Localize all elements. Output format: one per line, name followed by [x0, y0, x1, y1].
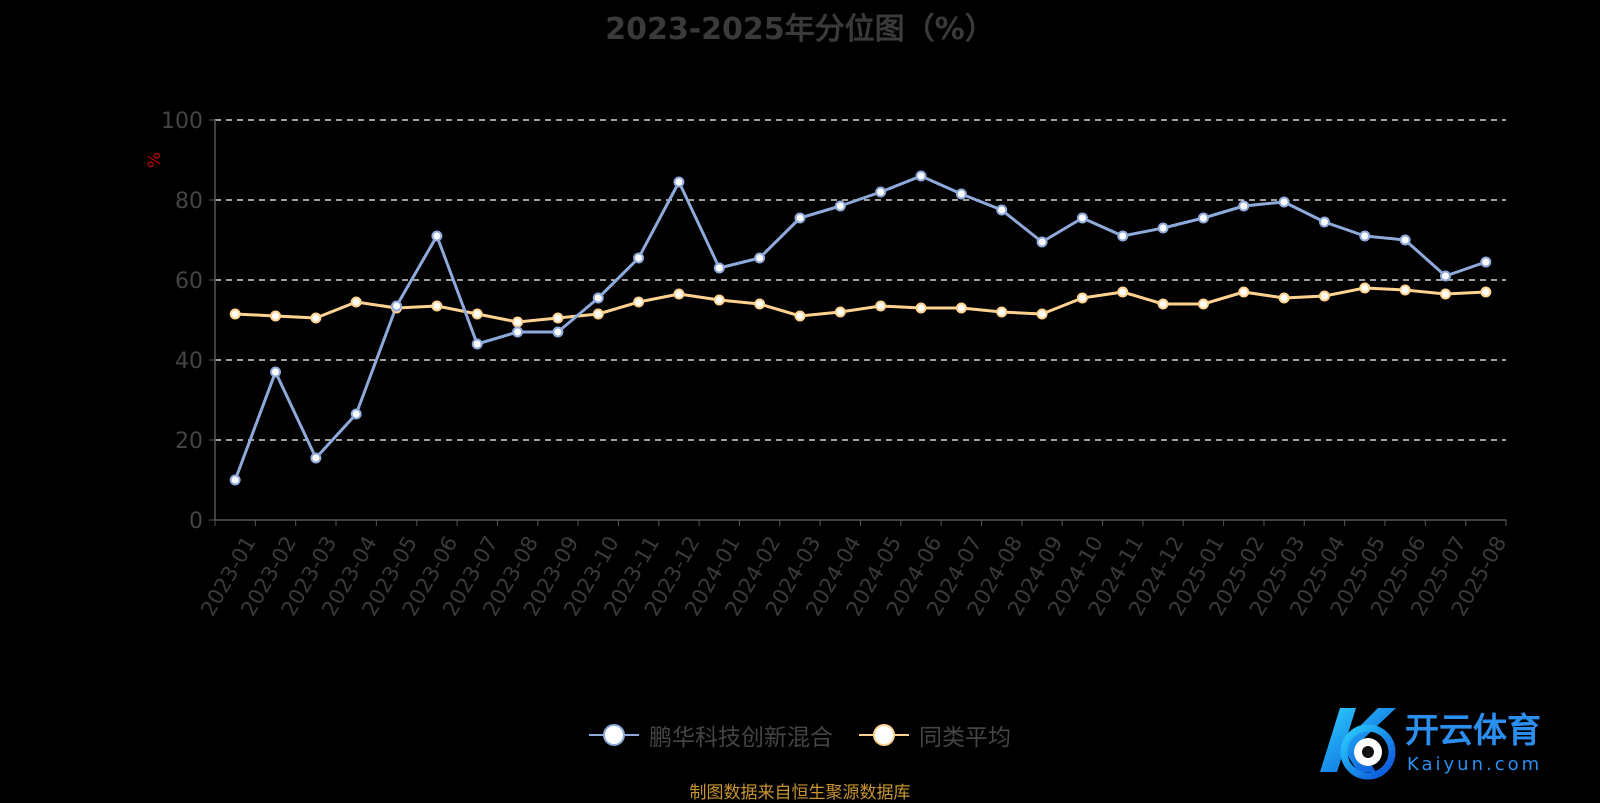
- legend-item-series-2[interactable]: 同类平均: [859, 718, 1011, 752]
- data-point-series-2[interactable]: [1197, 298, 1209, 310]
- data-point-series-1[interactable]: [471, 338, 483, 350]
- data-point-series-2[interactable]: [1399, 284, 1411, 296]
- data-point-series-1[interactable]: [754, 252, 766, 264]
- legend-label-series-1: 鹏华科技创新混合: [649, 725, 833, 751]
- data-point-series-1[interactable]: [633, 252, 645, 264]
- data-point-series-1[interactable]: [592, 292, 604, 304]
- data-point-series-2[interactable]: [1157, 298, 1169, 310]
- data-point-series-1[interactable]: [1238, 200, 1250, 212]
- data-point-series-2[interactable]: [673, 288, 685, 300]
- y-tick-label: 20: [175, 429, 203, 454]
- axes: %: [145, 120, 1506, 521]
- data-point-series-1[interactable]: [915, 170, 927, 182]
- data-point-series-2[interactable]: [713, 294, 725, 306]
- data-point-series-2[interactable]: [552, 312, 564, 324]
- data-point-series-1[interactable]: [1439, 270, 1451, 282]
- data-point-series-2[interactable]: [834, 306, 846, 318]
- data-point-series-1[interactable]: [552, 326, 564, 338]
- legend-swatch-series-1: [589, 724, 639, 746]
- chart-title: 2023-2025年分位图（%）: [605, 12, 995, 47]
- data-point-series-2[interactable]: [270, 310, 282, 322]
- data-point-series-1[interactable]: [1359, 230, 1371, 242]
- data-point-series-1[interactable]: [794, 212, 806, 224]
- data-point-series-1[interactable]: [431, 230, 443, 242]
- data-point-series-2[interactable]: [754, 298, 766, 310]
- y-tick-label: 60: [175, 269, 203, 294]
- data-point-series-1[interactable]: [512, 326, 524, 338]
- kaiyun-logo: 开云体育 Kaiyun.com: [1320, 708, 1542, 780]
- data-point-series-1[interactable]: [996, 204, 1008, 216]
- y-tick-label: 0: [189, 509, 203, 534]
- data-point-series-2[interactable]: [1318, 290, 1330, 302]
- data-point-series-1[interactable]: [270, 366, 282, 378]
- data-point-series-1[interactable]: [1036, 236, 1048, 248]
- data-point-series-2[interactable]: [1278, 292, 1290, 304]
- data-point-series-2[interactable]: [633, 296, 645, 308]
- data-point-series-1[interactable]: [834, 200, 846, 212]
- data-point-series-2[interactable]: [1359, 282, 1371, 294]
- data-point-series-1[interactable]: [1157, 222, 1169, 234]
- data-point-series-2[interactable]: [512, 316, 524, 328]
- series-line-1: [233, 174, 1487, 481]
- data-point-series-1[interactable]: [391, 300, 403, 312]
- data-point-series-2[interactable]: [1076, 292, 1088, 304]
- y-axis-ticks: 0 20 40 60 80 100: [161, 109, 215, 534]
- data-point-series-1[interactable]: [1117, 230, 1129, 242]
- data-point-series-2[interactable]: [915, 302, 927, 314]
- series-points: [229, 170, 1492, 486]
- series-lines: [233, 174, 1487, 481]
- data-point-series-2[interactable]: [1480, 286, 1492, 298]
- legend-label-series-2: 同类平均: [919, 725, 1011, 751]
- data-point-series-2[interactable]: [471, 308, 483, 320]
- data-point-series-1[interactable]: [310, 452, 322, 464]
- y-tick-label: 40: [175, 349, 203, 374]
- y-tick-label: 100: [161, 109, 203, 134]
- data-point-series-2[interactable]: [1439, 288, 1451, 300]
- legend-swatch-series-2: [859, 724, 909, 746]
- data-point-series-2[interactable]: [1117, 286, 1129, 298]
- x-axis-ticks: 2023-012023-022023-032023-042023-052023-…: [196, 520, 1511, 620]
- data-point-series-1[interactable]: [350, 408, 362, 420]
- data-point-series-2[interactable]: [431, 300, 443, 312]
- data-point-series-1[interactable]: [955, 188, 967, 200]
- logo-brand-text: 开云体育: [1405, 711, 1541, 751]
- data-point-series-2[interactable]: [310, 312, 322, 324]
- data-point-series-2[interactable]: [1036, 308, 1048, 320]
- data-point-series-2[interactable]: [794, 310, 806, 322]
- data-point-series-1[interactable]: [1278, 196, 1290, 208]
- data-point-series-1[interactable]: [229, 474, 241, 486]
- data-point-series-1[interactable]: [1076, 212, 1088, 224]
- data-point-series-1[interactable]: [875, 186, 887, 198]
- y-tick-label: 80: [175, 189, 203, 214]
- data-point-series-1[interactable]: [713, 262, 725, 274]
- data-point-series-2[interactable]: [350, 296, 362, 308]
- data-point-series-1[interactable]: [673, 176, 685, 188]
- data-point-series-2[interactable]: [592, 308, 604, 320]
- series-line-2: [235, 286, 1486, 324]
- legend: 鹏华科技创新混合 同类平均: [0, 718, 1600, 752]
- grid-lines: [215, 119, 1506, 441]
- data-point-series-2[interactable]: [955, 302, 967, 314]
- data-point-series-1[interactable]: [1480, 256, 1492, 268]
- data-point-series-2[interactable]: [229, 308, 241, 320]
- data-point-series-2[interactable]: [996, 306, 1008, 318]
- legend-item-series-1[interactable]: 鹏华科技创新混合: [589, 718, 833, 752]
- data-point-series-2[interactable]: [1238, 286, 1250, 298]
- data-point-series-2[interactable]: [875, 300, 887, 312]
- logo-domain-text: Kaiyun.com: [1407, 754, 1542, 775]
- y-axis-unit-label: %: [145, 152, 165, 168]
- data-point-series-1[interactable]: [1399, 234, 1411, 246]
- data-source-note: 制图数据来自恒生聚源数据库: [689, 783, 911, 803]
- data-point-series-1[interactable]: [1197, 212, 1209, 224]
- data-point-series-1[interactable]: [1318, 216, 1330, 228]
